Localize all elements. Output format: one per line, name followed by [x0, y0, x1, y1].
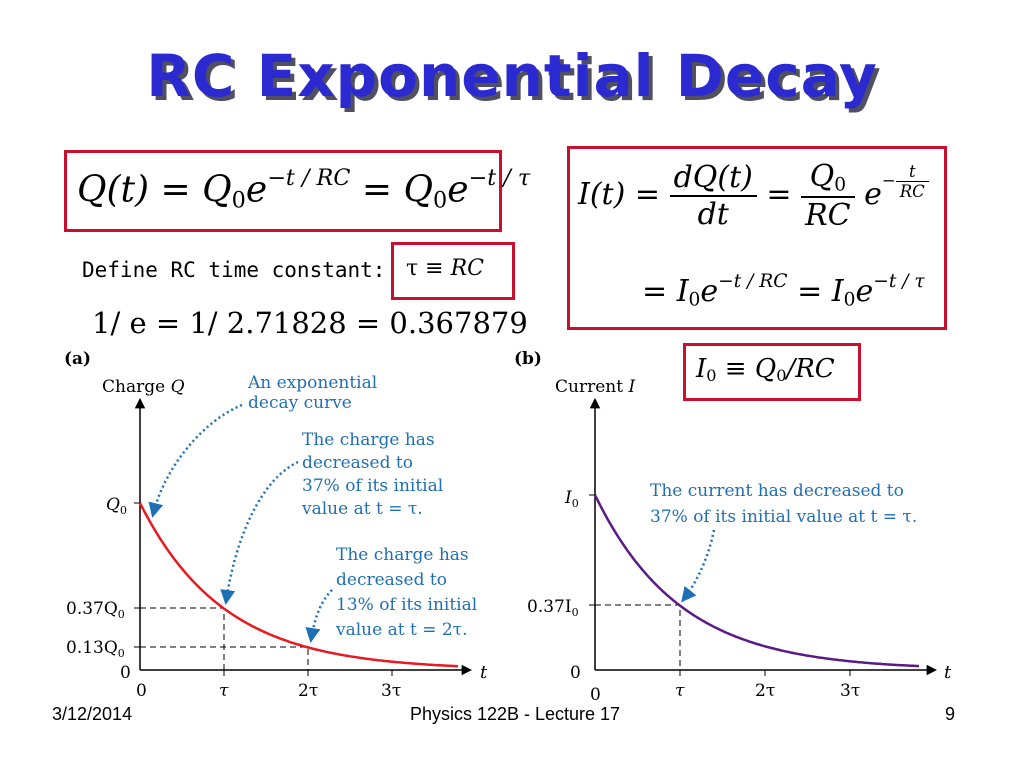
- x-tick-label-tau: τ: [219, 681, 229, 701]
- slide-title: RC Exponential Decay: [146, 42, 878, 110]
- x-tick-label-2tau: 2τ: [298, 681, 318, 701]
- e-base: e: [245, 169, 268, 211]
- q0-numerator: Q0: [801, 159, 855, 198]
- one-over-e-equation: 1/ e = 1/ 2.71828 = 0.367879: [92, 306, 528, 340]
- annotation-37-percent: The charge has decreased to 37% of its i…: [301, 430, 449, 519]
- x-axis-label: t: [480, 662, 488, 683]
- q-subscript: 0: [834, 174, 847, 196]
- e-base: e: [864, 176, 882, 212]
- y-tick-label-q37: 0.37Q0: [66, 599, 125, 621]
- equals-2: =: [766, 176, 792, 212]
- charge-decay-curve: [138, 502, 459, 668]
- exponent-t-tau: −t / τ: [468, 165, 531, 191]
- x-tick-label-0: 0: [136, 681, 147, 701]
- e-base-3: e: [855, 273, 874, 309]
- i0-definition-box: I0 ≡ Q0/RC: [683, 343, 861, 401]
- equals-2: =: [361, 169, 393, 211]
- q-of-t: Q(t): [77, 169, 150, 211]
- q-subscript: 0: [776, 366, 787, 386]
- exponent-t: t: [895, 162, 929, 182]
- i-of-t: I(t): [578, 176, 626, 212]
- current-equation-line2: = I0e−t / RC = I0e−t / τ: [642, 271, 925, 311]
- rc-symbol: RC: [450, 256, 485, 281]
- x-tick-label-0: 0: [590, 685, 601, 705]
- x-tick-label-2tau: 2τ: [755, 681, 775, 701]
- footer-page-number: 9: [945, 704, 956, 724]
- equals-1: =: [160, 169, 191, 211]
- charge-equation-box: Q(t) = Q0e−t / RC = Q0e−t / τ: [64, 150, 530, 232]
- guide-13-percent: [140, 646, 309, 670]
- tau-definition-box: τ ≡ RC: [391, 242, 515, 300]
- footer-course: Physics 122B - Lecture 17: [409, 704, 621, 724]
- y-tick-label-zero: 0: [120, 663, 131, 683]
- equiv-symbol: ≡: [724, 354, 747, 384]
- q-symbol: Q: [809, 159, 835, 194]
- y-axis-label: Current I: [555, 377, 635, 397]
- annotation-arrow-1: [148, 403, 243, 518]
- x-tick-label-3tau: 3τ: [381, 681, 401, 701]
- q-symbol: Q: [754, 354, 777, 384]
- exponent-fraction: − t RC: [882, 162, 929, 201]
- y-axis-label: Charge Q: [102, 377, 185, 397]
- e-base-2: e: [700, 273, 719, 309]
- tau-symbol: τ: [406, 256, 419, 281]
- y-tick-label-i0: I0: [564, 488, 579, 510]
- annotation-current-37-percent: The current has decreased to 37% of its …: [650, 481, 917, 527]
- exponent-t-rc: −t / RC: [267, 165, 351, 191]
- charge-equation: Q(t) = Q0e−t / RC = Q0e−t / τ: [77, 165, 530, 213]
- q0-symbol-2: Q: [403, 169, 434, 211]
- equiv-symbol: ≡: [425, 256, 444, 281]
- current-equation-box: I(t) = dQ(t) dt = Q0 RC e− t RC = I0e−t / …: [567, 146, 947, 330]
- y-tick-label-zero: 0: [570, 663, 581, 683]
- q0-symbol: Q: [202, 169, 232, 211]
- tau-definition: τ ≡ RC: [406, 256, 484, 281]
- y-tick-label-q0: Q0: [106, 495, 127, 517]
- current-decay-graph: (b) Current I t I0 0.37I0 0 0 τ 2τ 3τ Th…: [514, 349, 952, 705]
- q0-rc-fraction: Q0 RC: [801, 159, 855, 233]
- define-time-constant-text: Define RC time constant:: [82, 258, 386, 282]
- exponent-minus: −: [881, 170, 896, 190]
- equals-1: =: [634, 176, 661, 212]
- y-tick-label-q13: 0.13Q0: [66, 638, 125, 660]
- dq-numerator: dQ(t): [669, 160, 757, 197]
- x-tick-label-tau: τ: [675, 681, 685, 701]
- i0-symbol: I: [676, 273, 689, 309]
- x-tick-label-3tau: 3τ: [840, 681, 860, 701]
- i-symbol: I: [696, 354, 707, 384]
- y-tick-label-i37: 0.37I0: [527, 597, 579, 619]
- equals-3: =: [642, 273, 668, 309]
- annotation-13-percent: The charge has decreased to 13% of its i…: [335, 545, 483, 640]
- annotation-arrow-2: [220, 460, 299, 605]
- i0-subscript: 0: [688, 289, 701, 311]
- q0-subscript-2: 0: [433, 187, 448, 214]
- exponent-t-rc-2: −t / RC: [718, 271, 788, 292]
- x-axis-label: t: [944, 662, 952, 683]
- current-equation-line1: I(t) = dQ(t) dt = Q0 RC e− t RC: [578, 159, 929, 233]
- q0-subscript: 0: [231, 187, 246, 214]
- panel-label-b: (b): [514, 349, 542, 369]
- guide-37-percent: [595, 604, 681, 670]
- exponent-rc: RC: [899, 181, 925, 201]
- charge-decay-graph: (a) Charge Q t Q0 0.37Q0 0.13Q0 0 0 τ 2τ…: [64, 349, 488, 701]
- dt-denominator: dt: [697, 196, 729, 232]
- annotation-arrow: [681, 529, 716, 603]
- rc-denominator: RC: [805, 197, 851, 233]
- exponent-t-tau-2: −t / τ: [873, 271, 925, 292]
- dq-dt-fraction: dQ(t) dt: [669, 160, 757, 232]
- i0-symbol-2: I: [831, 273, 844, 309]
- i0-subscript-2: 0: [843, 289, 856, 311]
- i-subscript: 0: [706, 366, 717, 386]
- exponent-t-over-rc: t RC: [895, 162, 929, 201]
- i0-definition: I0 ≡ Q0/RC: [696, 354, 835, 385]
- equals-4: =: [797, 273, 823, 309]
- over-rc: /RC: [786, 354, 835, 384]
- guide-37-percent: [140, 607, 225, 670]
- current-decay-curve: [593, 494, 920, 668]
- e-base-2: e: [447, 169, 469, 211]
- annotation-exponential-curve: An exponential decay curve: [247, 373, 383, 413]
- panel-label-a: (a): [64, 349, 91, 369]
- annotation-arrow-3: [305, 589, 333, 643]
- footer-date: 3/12/2014: [52, 704, 133, 724]
